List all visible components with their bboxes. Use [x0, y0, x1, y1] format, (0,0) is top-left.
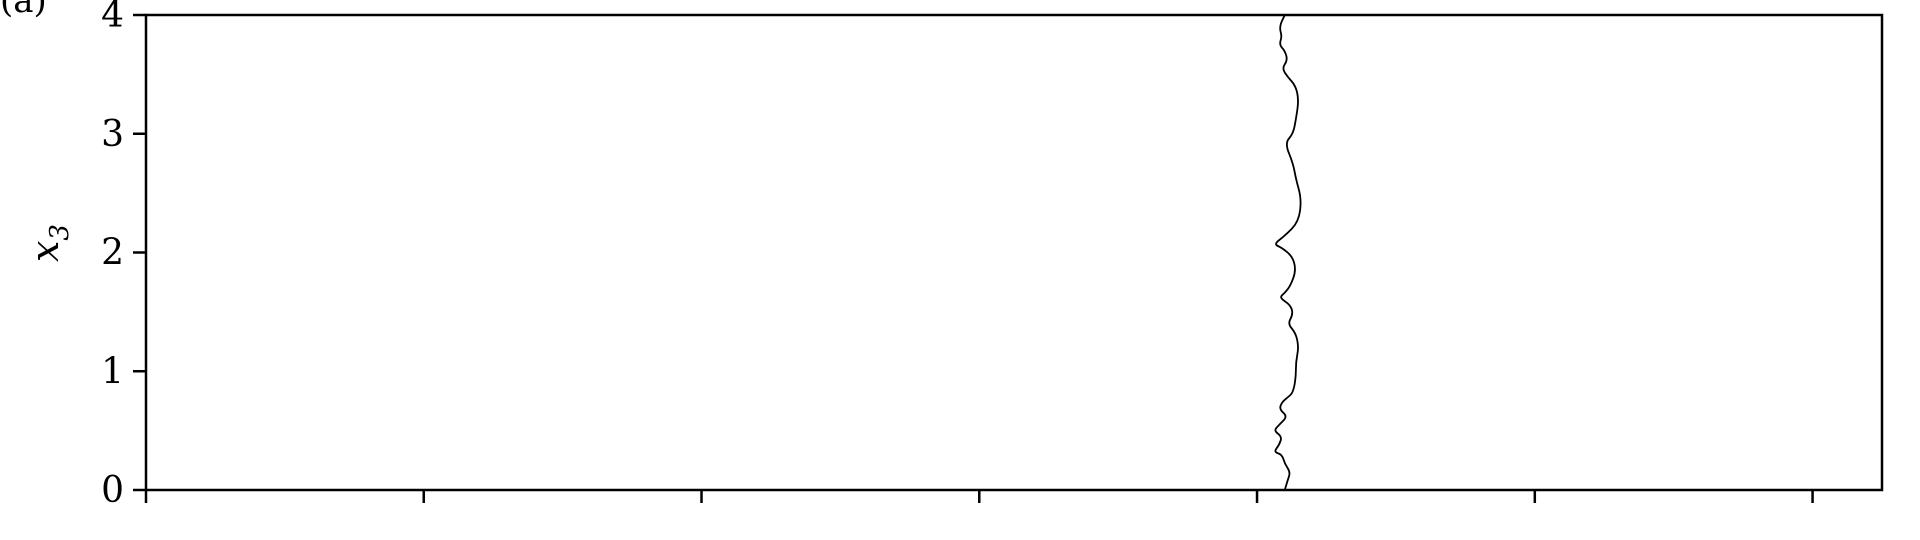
y-tick-label: 1: [101, 351, 124, 392]
y-tick-label: 4: [101, 0, 124, 36]
x-axis-ticks: [146, 490, 1813, 503]
series-line: [1275, 15, 1300, 490]
panel-label: (a): [0, 0, 47, 21]
plot-frame: [146, 15, 1882, 490]
y-tick-label: 0: [101, 470, 124, 511]
y-axis-label: x3: [23, 224, 75, 262]
y-axis-ticks: 0 1 2 3 4: [101, 0, 146, 511]
series-group: [1275, 15, 1300, 490]
y-tick-label: 2: [101, 233, 124, 274]
y-tick-label: 3: [101, 114, 124, 155]
y-axis-label-subscript: 3: [45, 224, 75, 241]
y-axis-label-main: x: [23, 241, 67, 262]
